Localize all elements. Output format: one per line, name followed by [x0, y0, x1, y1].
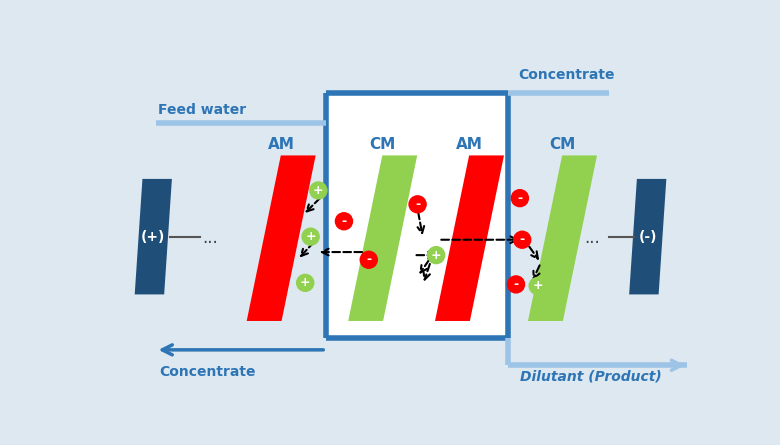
Circle shape	[296, 275, 314, 291]
Circle shape	[529, 278, 546, 295]
Text: -: -	[513, 278, 519, 291]
Circle shape	[514, 231, 530, 248]
Polygon shape	[348, 155, 417, 321]
Text: ...: ...	[584, 229, 600, 247]
Text: AM: AM	[456, 137, 483, 152]
Circle shape	[335, 213, 353, 230]
Text: ...: ...	[202, 229, 218, 247]
Text: -: -	[366, 253, 371, 266]
Circle shape	[409, 196, 426, 213]
Circle shape	[508, 276, 524, 293]
Text: Feed water: Feed water	[158, 103, 246, 117]
Circle shape	[310, 182, 327, 199]
Text: Concentrate: Concentrate	[519, 68, 615, 82]
Text: CM: CM	[370, 137, 395, 152]
Bar	[326, 93, 509, 338]
Text: +: +	[533, 279, 543, 292]
Circle shape	[427, 247, 445, 263]
Text: +: +	[431, 249, 441, 262]
Text: +: +	[313, 184, 324, 197]
Text: -: -	[342, 215, 346, 228]
Text: CM: CM	[549, 137, 576, 152]
Text: -: -	[415, 198, 420, 211]
Text: AM: AM	[268, 137, 295, 152]
Polygon shape	[246, 155, 316, 321]
Circle shape	[302, 228, 319, 245]
Polygon shape	[435, 155, 504, 321]
Text: (+): (+)	[141, 230, 165, 244]
Polygon shape	[629, 179, 666, 295]
Text: Concentrate: Concentrate	[159, 365, 256, 379]
Polygon shape	[528, 155, 597, 321]
Polygon shape	[135, 179, 172, 295]
Text: +: +	[305, 230, 316, 243]
Text: Dilutant (Product): Dilutant (Product)	[520, 370, 661, 384]
Circle shape	[360, 251, 378, 268]
Text: +: +	[300, 276, 310, 289]
Text: (-): (-)	[639, 230, 657, 244]
Circle shape	[512, 190, 528, 206]
Text: -: -	[519, 233, 525, 246]
Text: -: -	[517, 192, 523, 205]
